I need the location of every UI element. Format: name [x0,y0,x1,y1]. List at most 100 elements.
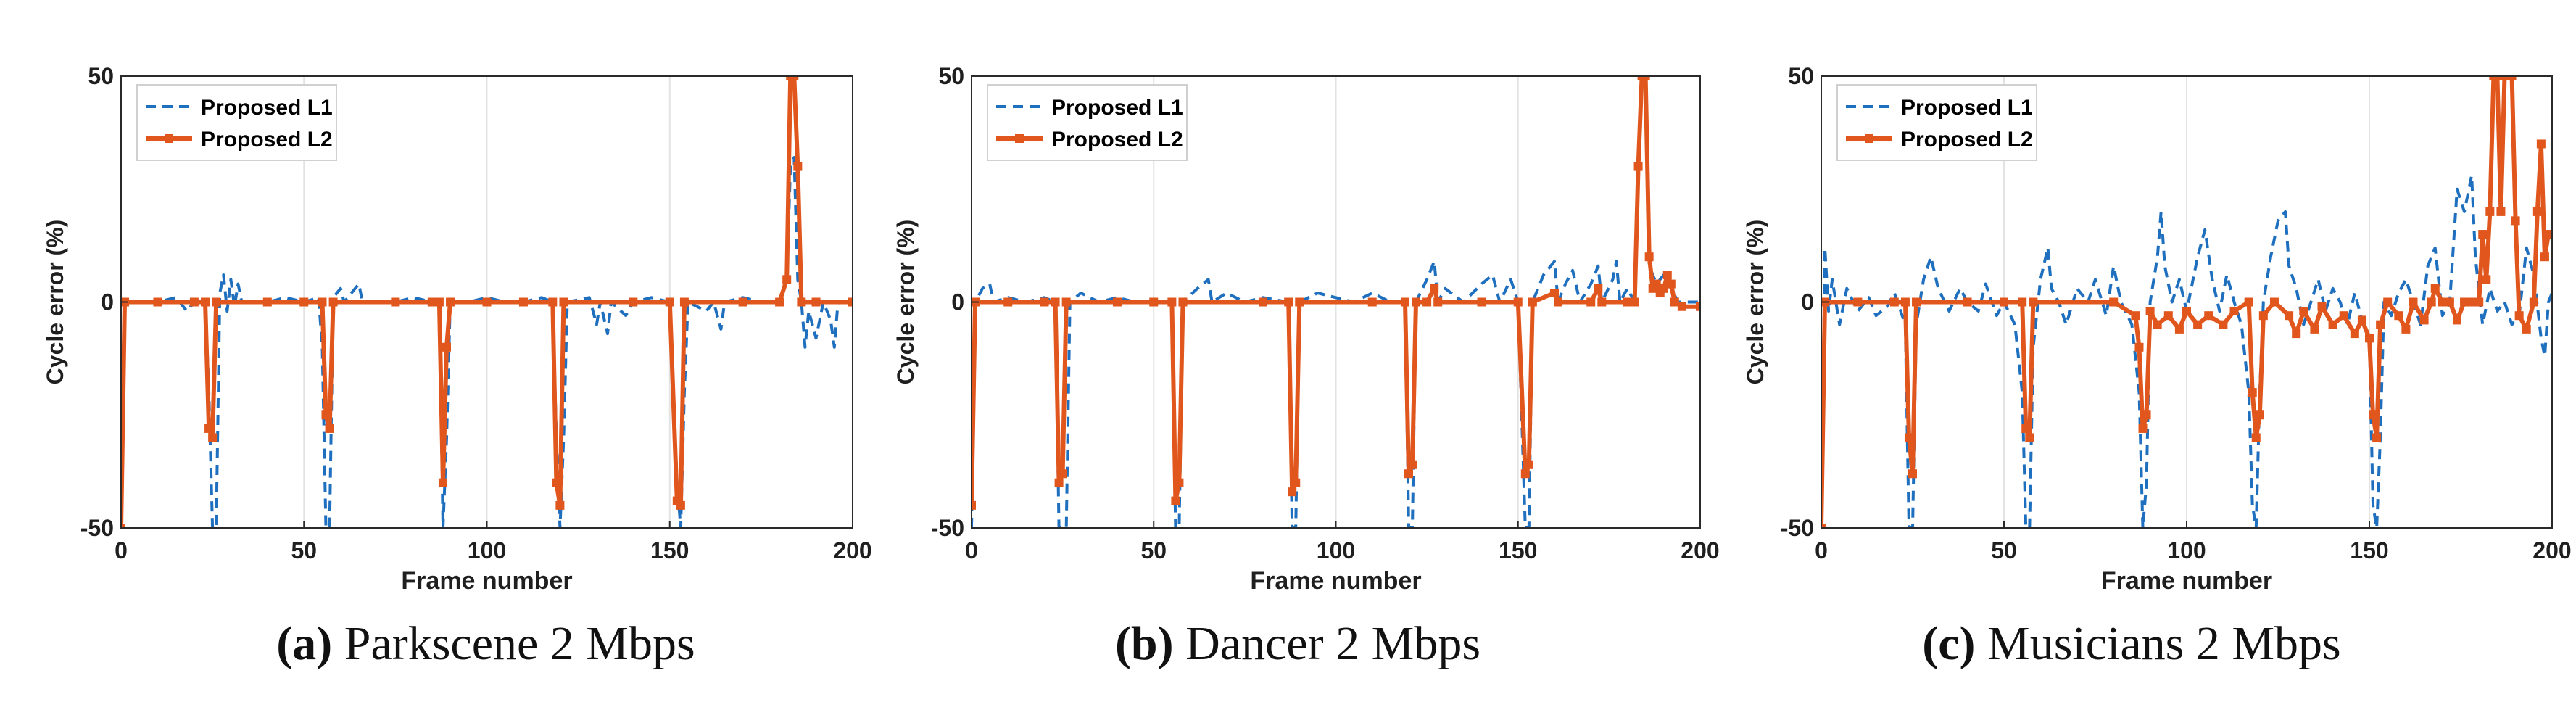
caption-c-tag: (c) [1922,617,1976,670]
data-point [1291,478,1301,487]
data-point [1367,297,1377,307]
data-point [2299,306,2308,315]
legend-label-l1: Proposed L1 [1051,96,1183,120]
data-point [1003,297,1013,307]
data-point [2021,424,2031,433]
series-l2-c [1821,75,2552,529]
legend-box [1836,84,2037,161]
series-l2-a [121,75,853,529]
data-point [1400,297,1409,307]
data-point [1513,297,1523,307]
data-point [2145,306,2155,315]
data-point [2438,297,2447,307]
data-point [2244,297,2253,307]
data-point [1288,487,1297,497]
data-point [2394,311,2403,321]
data-point [434,297,444,307]
legend-label-l2: Proposed L2 [1901,128,2033,152]
data-point [121,524,125,529]
data-point [559,297,568,307]
data-point [1633,162,1643,171]
data-point [2163,311,2173,321]
data-point [1644,252,1654,262]
data-point [427,297,436,307]
x-axis-label: Frame number [2101,567,2272,595]
y-tick-label--50: -50 [80,515,114,541]
x-tick-label-100: 100 [2167,537,2206,563]
data-point [2292,329,2301,339]
data-point [438,478,447,487]
data-point [2532,207,2542,216]
data-point [325,424,334,433]
data-point [1259,297,1267,307]
data-point [1904,433,1913,442]
data-point [2018,297,2027,307]
legend-label-l1: Proposed L1 [1901,96,2033,120]
x-axis-label: Frame number [401,567,572,595]
x-tick-label-0: 0 [115,537,128,563]
legend-box [136,84,337,161]
data-point [328,297,338,307]
y-axis-label: Cycle error (%) [1742,220,1768,385]
caption-a-tag: (a) [276,617,333,670]
legend-marker [1015,134,1024,143]
data-point [442,342,452,352]
y-tick-label-50: 50 [1788,63,1814,89]
legend-marker [1865,134,1873,143]
series-line-l2 [121,75,853,529]
legend-box [987,84,1188,161]
x-tick-label-50: 50 [1991,537,2017,563]
data-point [1670,297,1679,307]
data-point [2219,320,2228,329]
data-point [2328,320,2337,329]
data-point [153,297,162,307]
data-point [2248,388,2257,397]
data-point [1821,524,1826,529]
data-point [299,297,309,307]
data-point [1550,289,1559,298]
data-point [2174,324,2184,334]
data-point [2255,410,2264,420]
data-point [775,297,784,307]
data-point [1295,297,1304,307]
y-tick-label-0: 0 [1801,289,1814,315]
data-point [2514,311,2524,321]
data-point [1677,302,1686,311]
data-point [972,500,976,510]
data-point [2485,207,2495,216]
data-point [2269,297,2279,307]
data-point [1963,297,1972,307]
data-point [1040,297,1049,307]
data-point [548,297,558,307]
data-point [676,500,685,510]
x-tick-label-200: 200 [833,537,871,563]
data-point [2427,297,2436,307]
series-line-l1 [1821,174,2552,529]
data-point [1623,297,1632,307]
data-point [738,297,747,307]
data-point [2419,315,2429,325]
x-tick-label-50: 50 [1140,537,1167,563]
data-point [2193,320,2203,329]
caption-a-text: Parkscene 2 Mbps [344,617,695,670]
data-point [1433,297,1443,307]
data-point [1666,279,1676,289]
legend: Proposed L1 Proposed L2 [987,84,1188,161]
y-tick-label--50: -50 [931,515,964,541]
data-point [811,297,821,307]
data-point [2460,297,2469,307]
x-tick-label-100: 100 [468,537,506,563]
y-tick-label-0: 0 [951,289,964,315]
legend-marker [165,134,173,143]
data-point [2251,433,2261,442]
data-point [1853,297,1863,307]
x-tick-label-200: 200 [2532,537,2571,563]
data-point [1054,478,1064,487]
legend: Proposed L1 Proposed L2 [1836,84,2037,161]
data-point [482,297,492,307]
series-line-l2 [972,75,1700,505]
data-point [2310,324,2319,334]
x-tick-label-50: 50 [291,537,317,563]
data-point [1528,297,1537,307]
